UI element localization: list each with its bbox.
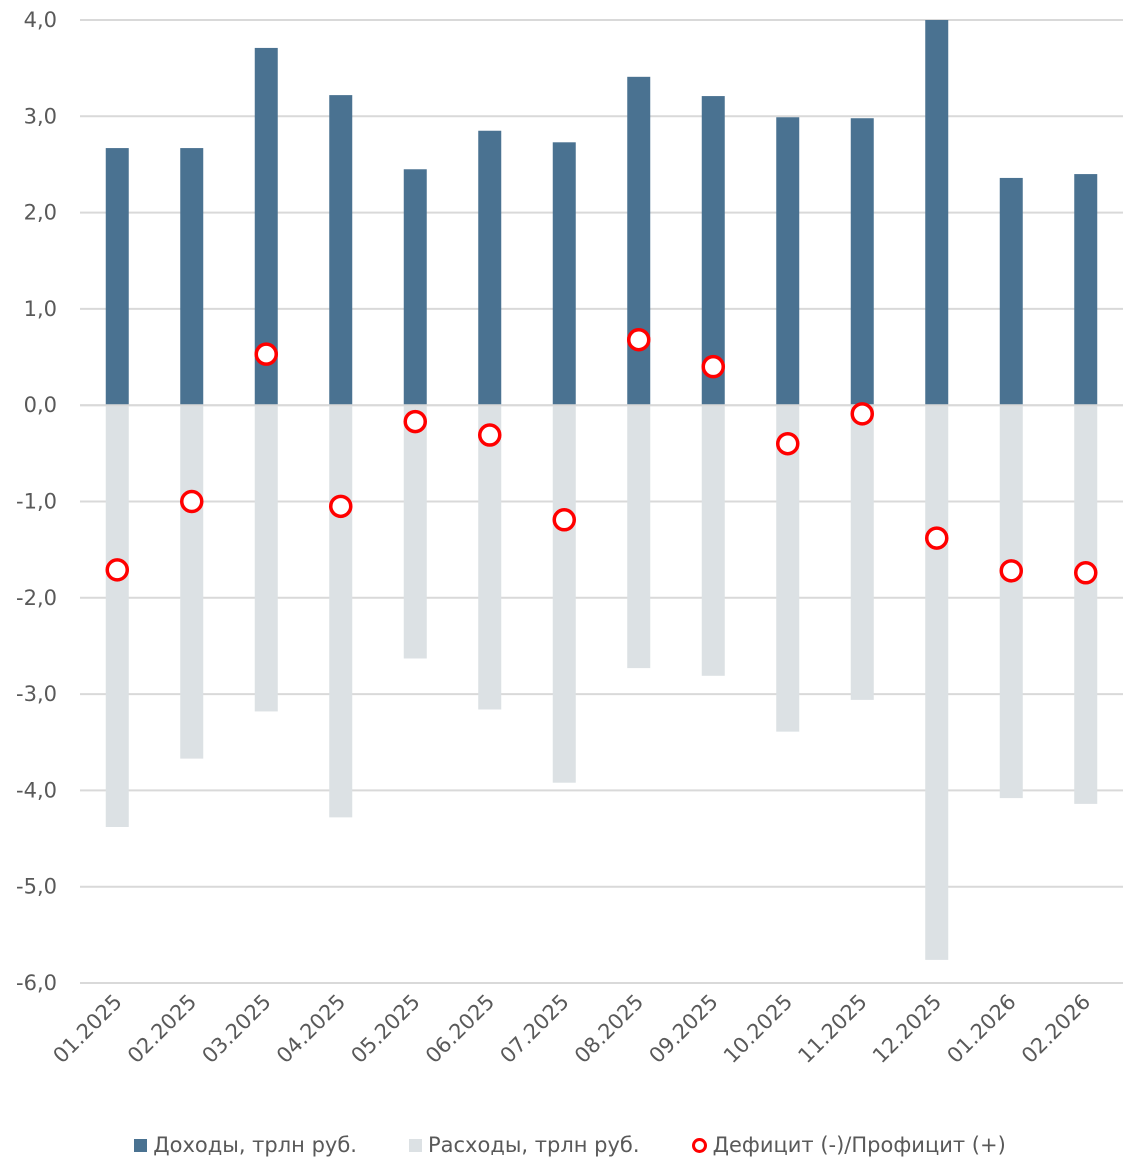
y-tick-label: -6,0	[16, 971, 57, 995]
balance-marker	[999, 559, 1023, 583]
income-bar	[627, 76, 651, 406]
x-tick-label: 06.2025	[421, 990, 499, 1068]
legend-label-income: Доходы, трлн руб.	[153, 1133, 357, 1157]
y-tick-label: 2,0	[24, 201, 57, 225]
balance-marker	[478, 423, 502, 447]
legend-item-balance[interactable]: Дефицит (-)/Профицит (+)	[691, 1133, 1006, 1157]
y-tick-label: 4,0	[24, 8, 57, 32]
income-bar	[850, 118, 874, 406]
expense-bar	[105, 405, 129, 827]
balance-marker	[701, 354, 725, 379]
x-tick-label: 08.2025	[570, 990, 648, 1068]
balance-marker	[925, 526, 949, 550]
x-tick-label: 07.2025	[495, 990, 573, 1068]
income-bar	[701, 96, 725, 406]
balance-marker	[254, 342, 278, 366]
y-tick-label: 3,0	[24, 104, 57, 128]
expense-bar	[478, 405, 502, 710]
income-bar	[925, 20, 949, 406]
income-bars	[105, 20, 1098, 406]
x-tick-label: 02.2026	[1017, 990, 1095, 1068]
income-bar	[999, 177, 1023, 406]
y-tick-label: -4,0	[16, 778, 57, 802]
legend-item-expense[interactable]: Расходы, трлн руб.	[408, 1133, 640, 1157]
expense-bar	[1074, 405, 1098, 804]
balance-marker	[403, 409, 427, 434]
y-tick-label: 1,0	[24, 297, 57, 321]
y-tick-label: -3,0	[16, 682, 57, 706]
expense-bar	[701, 405, 725, 676]
x-tick-label: 10.2025	[719, 990, 797, 1068]
balance-marker	[552, 508, 576, 532]
x-tick-label: 02.2025	[123, 990, 201, 1068]
income-bar	[403, 169, 427, 406]
legend: Доходы, трлн руб. Расходы, трлн руб. Деф…	[0, 1128, 1140, 1162]
expense-bar	[329, 405, 353, 818]
expense-bar	[403, 405, 427, 659]
balance-marker	[180, 489, 204, 514]
x-tick-label: 04.2025	[272, 990, 350, 1068]
x-tick-label: 01.2026	[942, 990, 1020, 1068]
balance-marker	[329, 494, 353, 519]
balance-markers	[105, 327, 1098, 585]
expense-bar	[254, 405, 278, 712]
balance-marker	[850, 402, 874, 426]
legend-swatch-expense	[408, 1138, 422, 1152]
legend-item-income[interactable]: Доходы, трлн руб.	[134, 1133, 357, 1157]
expense-bar	[776, 405, 800, 732]
balance-marker	[627, 327, 651, 352]
x-tick-label: 11.2025	[793, 990, 871, 1068]
expense-bar	[925, 405, 949, 960]
income-bar	[552, 142, 576, 406]
x-tick-label: 05.2025	[346, 990, 424, 1068]
expense-bar	[180, 405, 204, 759]
x-axis: 01.202502.202503.202504.202505.202506.20…	[48, 990, 1095, 1068]
x-tick-label: 01.2025	[48, 990, 126, 1068]
y-tick-label: -2,0	[16, 586, 57, 610]
income-bar	[254, 47, 278, 406]
income-bar	[329, 95, 353, 406]
gridlines	[80, 19, 1123, 984]
y-tick-label: -1,0	[16, 490, 57, 514]
expense-bar	[850, 405, 874, 700]
balance-marker	[1074, 561, 1098, 585]
chart: 4,03,02,01,00,0-1,0-2,0-3,0-4,0-5,0-6,0 …	[16, 8, 1123, 1068]
income-bar	[1074, 174, 1098, 406]
income-bar	[478, 130, 502, 406]
legend-swatch-income	[134, 1138, 148, 1152]
income-bar	[776, 117, 800, 406]
x-tick-label: 09.2025	[644, 990, 722, 1068]
y-axis: 4,0 3,0 2,0 1,0 0,0 -1,0 -2,0 -3,0 -4,0 -5,0 -6,0	[16, 8, 57, 995]
expense-bar	[999, 405, 1023, 799]
x-tick-label: 12.2025	[868, 990, 946, 1068]
income-bar	[180, 148, 204, 406]
expense-bar	[552, 405, 576, 783]
balance-marker	[776, 431, 800, 456]
y-tick-label: 0,0	[24, 393, 57, 417]
legend-label-balance: Дефицит (-)/Профицит (+)	[712, 1133, 1006, 1157]
y-tick-label: -5,0	[16, 875, 57, 899]
expense-bars	[80, 404, 1123, 960]
balance-marker	[105, 558, 129, 582]
expense-bar	[627, 405, 651, 669]
legend-marker-balance	[691, 1137, 707, 1153]
x-tick-label: 03.2025	[197, 990, 275, 1068]
income-bar	[105, 148, 129, 406]
legend-label-expense: Расходы, трлн руб.	[427, 1133, 640, 1157]
